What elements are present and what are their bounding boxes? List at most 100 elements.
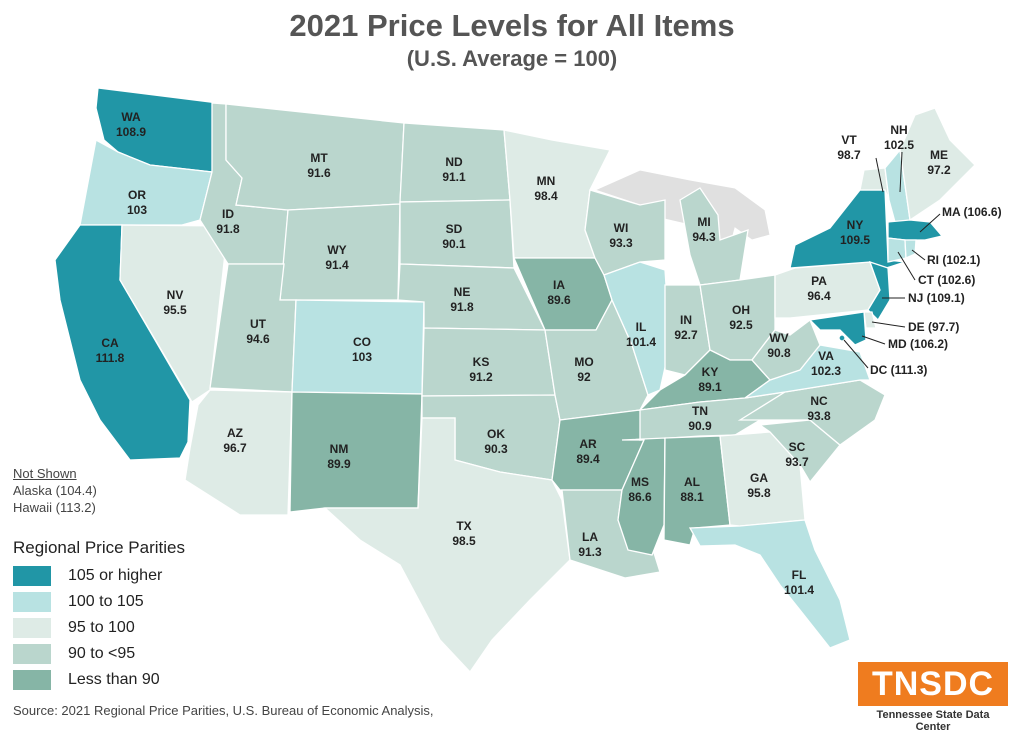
leader-MD [861, 335, 886, 345]
state-ME [899, 107, 976, 222]
label-AZ-abbr: AZ [227, 426, 243, 440]
legend-item: 90 to <95 [13, 641, 185, 667]
label-MT-abbr: MT [310, 151, 328, 165]
label-OR-abbr: OR [128, 188, 146, 202]
label-LA-value: 91.3 [578, 545, 602, 559]
leader-RI [911, 249, 926, 261]
legend-item: 95 to 100 [13, 615, 185, 641]
callout-MA: MA (106.6) [942, 205, 1002, 219]
legend-label: 100 to 105 [68, 593, 144, 610]
label-SD-value: 90.1 [442, 237, 466, 251]
leader-DE [871, 321, 906, 328]
legend-label: 90 to <95 [68, 645, 136, 662]
logo-mark: TNSDC [858, 662, 1008, 706]
leader-DC [843, 339, 869, 369]
callout-DC: DC (111.3) [870, 363, 927, 377]
state-FL [688, 519, 851, 649]
state-TX [323, 417, 571, 674]
label-IL-value: 101.4 [626, 335, 656, 349]
state-WV [751, 318, 821, 381]
legend-title: Regional Price Parities [13, 538, 185, 557]
label-MN-value: 98.4 [534, 189, 558, 203]
label-CA-abbr: CA [101, 336, 119, 350]
label-AL-value: 88.1 [680, 490, 704, 504]
state-MD [808, 311, 867, 346]
label-MI-abbr: MI [697, 215, 710, 229]
callout-RI: RI (102.1) [927, 253, 980, 267]
label-WV-abbr: WV [769, 331, 788, 345]
callout-CT: CT (102.6) [918, 273, 975, 287]
label-NH-value: 102.5 [884, 138, 914, 152]
label-GA-value: 95.8 [747, 486, 771, 500]
not-shown-hawaii: Hawaii (113.2) [13, 500, 96, 515]
leader-VT [875, 157, 884, 193]
legend-swatch [13, 644, 51, 664]
label-LA-abbr: LA [582, 530, 598, 544]
label-WI-abbr: WI [614, 221, 629, 235]
label-WI-value: 93.3 [609, 236, 633, 250]
label-OH-value: 92.5 [729, 318, 753, 332]
state-MI [679, 187, 749, 286]
label-SD-abbr: SD [446, 222, 463, 236]
legend-swatch [13, 670, 51, 690]
label-KY-value: 89.1 [698, 380, 722, 394]
label-WY-value: 91.4 [325, 258, 349, 272]
legend-label: Less than 90 [68, 671, 160, 688]
legend-swatch [13, 618, 51, 638]
callout-DE: DE (97.7) [908, 320, 959, 334]
legend-label: 105 or higher [68, 567, 163, 584]
legend-item: 105 or higher [13, 563, 185, 589]
label-OH-abbr: OH [732, 303, 750, 317]
label-ND-value: 91.1 [442, 170, 466, 184]
state-RI [904, 239, 917, 259]
label-MN-abbr: MN [537, 174, 556, 188]
legend-item: Less than 90 [13, 667, 185, 693]
legend-swatch [13, 566, 51, 586]
label-NV-abbr: NV [167, 288, 184, 302]
label-IN-value: 92.7 [674, 328, 698, 342]
label-NY-value: 109.5 [840, 233, 870, 247]
label-MO-abbr: MO [574, 355, 593, 369]
label-ID-abbr: ID [222, 207, 234, 221]
callout-NJ: NJ (109.1) [908, 291, 965, 305]
label-OK-abbr: OK [487, 427, 505, 441]
label-AR-value: 89.4 [576, 452, 600, 466]
label-IN-abbr: IN [680, 313, 692, 327]
label-AR-abbr: AR [579, 437, 597, 451]
source-note: Source: 2021 Regional Price Parities, U.… [13, 703, 434, 718]
label-VA-value: 102.3 [811, 364, 841, 378]
label-ID-value: 91.8 [216, 222, 240, 236]
label-NH-abbr: NH [890, 123, 907, 137]
label-NE-value: 91.8 [450, 300, 474, 314]
logo-caption: Tennessee State Data Center [876, 709, 990, 733]
label-WV-value: 90.8 [767, 346, 791, 360]
label-PA-value: 96.4 [807, 289, 831, 303]
state-DC [838, 334, 846, 342]
label-IL-abbr: IL [636, 320, 647, 334]
not-shown-alaska: Alaska (104.4) [13, 483, 97, 498]
state-NM [289, 391, 423, 513]
label-KS-abbr: KS [473, 355, 490, 369]
label-CO-value: 103 [352, 350, 372, 364]
label-MO-value: 92 [577, 370, 591, 384]
label-SC-value: 93.7 [785, 455, 809, 469]
legend: Regional Price Parities 105 or higher 10… [13, 538, 185, 693]
label-FL-abbr: FL [792, 568, 807, 582]
state-VT [859, 167, 890, 201]
label-UT-abbr: UT [250, 317, 267, 331]
label-WY-abbr: WY [327, 243, 346, 257]
label-IA-abbr: IA [553, 278, 565, 292]
not-shown-header: Not Shown [13, 466, 77, 481]
tnsdc-logo: TNSDC Tennessee State Data Center [858, 662, 1008, 733]
label-TX-abbr: TX [456, 519, 471, 533]
label-FL-value: 101.4 [784, 583, 814, 597]
map-subtitle: (U.S. Average = 100) [406, 46, 618, 71]
label-NY-abbr: NY [847, 218, 864, 232]
label-TN-abbr: TN [692, 404, 708, 418]
leader-MA [919, 213, 941, 233]
label-ME-value: 97.2 [927, 163, 951, 177]
label-NM-value: 89.9 [327, 457, 351, 471]
label-VT-value: 98.7 [837, 148, 861, 162]
label-AL-abbr: AL [684, 475, 700, 489]
